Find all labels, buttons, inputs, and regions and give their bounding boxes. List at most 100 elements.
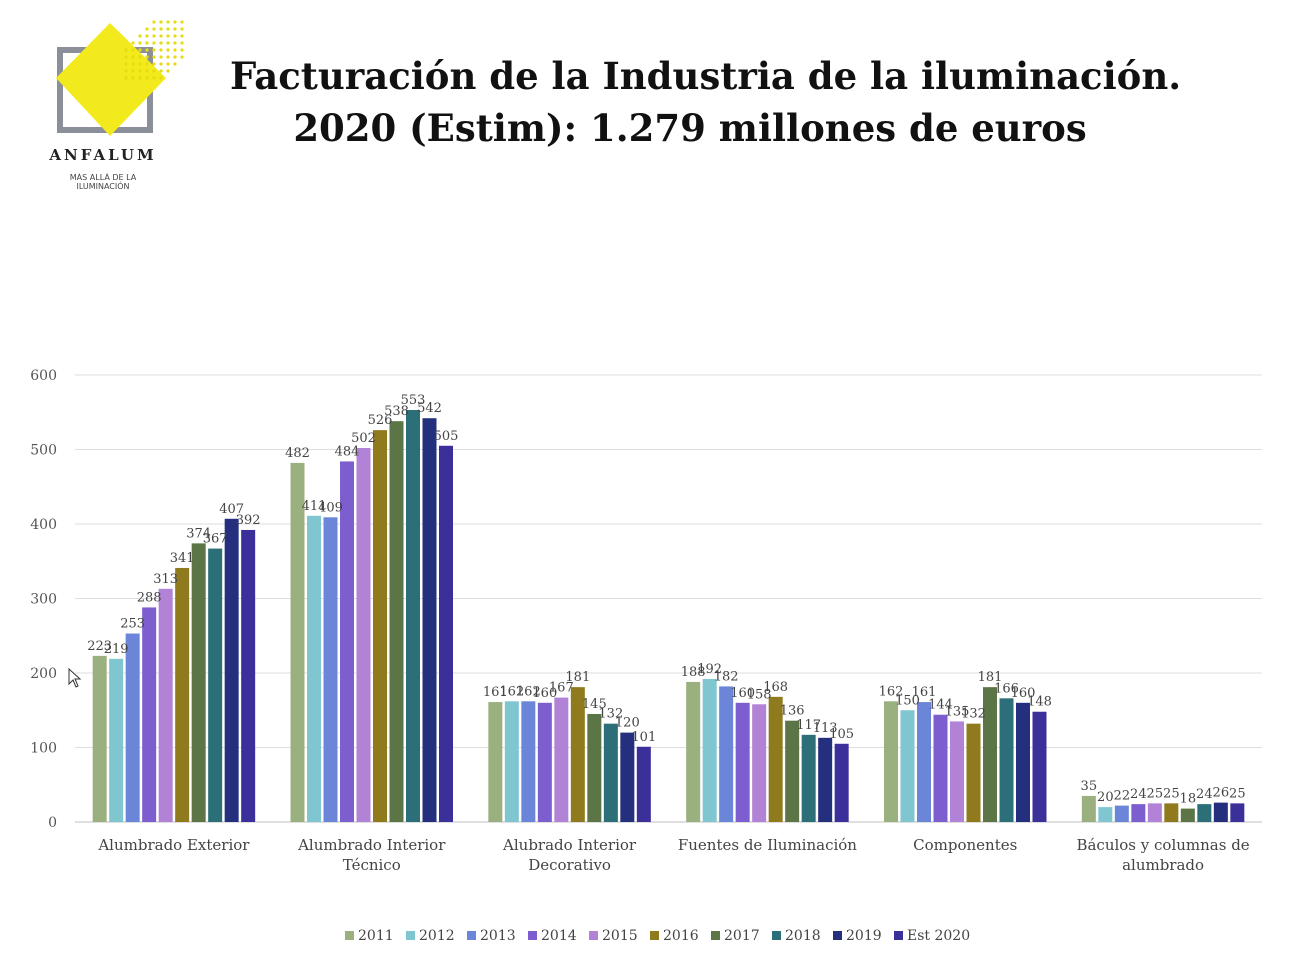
bar — [686, 681, 701, 822]
bar — [1164, 803, 1179, 822]
y-tick-label: 0 — [48, 815, 57, 831]
legend-swatch — [467, 931, 476, 940]
logo-dot — [166, 34, 170, 38]
y-tick-label: 100 — [30, 741, 57, 757]
bar — [1180, 808, 1195, 822]
data-label: 253 — [120, 617, 145, 632]
logo-tagline: MÁS ALLÁ DE LA ILUMINACIÓN — [69, 173, 137, 191]
data-label: 160 — [1011, 686, 1036, 701]
logo-dot — [152, 62, 156, 66]
title-line-1: Facturación de la Industria de la ilumin… — [230, 54, 1182, 98]
data-label: 160 — [730, 686, 755, 701]
logo-dot — [131, 62, 135, 66]
y-tick-label: 300 — [30, 592, 57, 608]
bar — [950, 721, 964, 822]
logo-dot — [180, 41, 184, 45]
logo-dot — [173, 62, 177, 66]
bar — [752, 704, 767, 822]
logo-dot — [180, 48, 184, 52]
data-label: 113 — [813, 721, 838, 736]
data-label: 374 — [186, 526, 211, 541]
bar — [373, 430, 387, 822]
y-axis: 0 100 200 300 400 500 600 — [30, 368, 57, 831]
legend-label: 2016 — [663, 928, 699, 944]
logo-dot — [159, 55, 163, 59]
data-label: 168 — [763, 680, 788, 695]
logo-diamond — [56, 23, 166, 136]
y-tick-label: 400 — [30, 517, 57, 533]
data-label: 101 — [631, 730, 656, 745]
y-tick-label: 500 — [30, 443, 57, 459]
bar — [570, 687, 585, 822]
logo-brand: ANFALUM — [48, 146, 156, 164]
logo-dot — [124, 55, 128, 59]
legend-swatch — [833, 931, 842, 940]
data-label: 502 — [351, 431, 376, 446]
logo-dot — [145, 34, 149, 38]
logo-dot — [145, 55, 149, 59]
bar — [1197, 804, 1212, 822]
bar — [109, 658, 124, 822]
y-tick-label: 600 — [30, 368, 57, 384]
bar — [620, 732, 635, 822]
logo-tagline-wrap: MÁS ALLÁ DE LA ILUMINACIÓN — [69, 173, 137, 191]
bar — [768, 696, 783, 822]
legend-swatch — [589, 931, 598, 940]
data-label: 136 — [780, 704, 805, 719]
data-label: 182 — [714, 669, 739, 684]
legend-swatch — [345, 931, 354, 940]
bar — [224, 518, 239, 822]
logo-dot — [145, 62, 149, 66]
logo-dot — [159, 76, 163, 80]
data-label: 542 — [417, 401, 442, 416]
logo-dot — [173, 41, 177, 45]
x-category-label: alumbrado — [1122, 856, 1204, 874]
legend-label: 2018 — [785, 928, 821, 944]
bar — [158, 588, 173, 822]
logo-dot — [166, 48, 170, 52]
data-label: 18 — [1180, 792, 1197, 807]
data-label: 132 — [961, 707, 986, 722]
bar — [636, 746, 651, 822]
x-category-label: Alumbrado Interior — [297, 836, 446, 854]
data-label: 162 — [499, 684, 524, 699]
bar — [125, 633, 140, 822]
bar — [537, 702, 552, 822]
data-label: 35 — [1081, 779, 1098, 794]
data-label: 117 — [796, 718, 821, 733]
logo-dot — [180, 34, 184, 38]
data-label: 24 — [1196, 787, 1213, 802]
logo-dot — [138, 62, 142, 66]
bar — [587, 713, 602, 822]
logo-dot — [152, 41, 156, 45]
data-label: 25 — [1229, 786, 1246, 801]
bar — [406, 410, 420, 822]
data-label: 553 — [401, 393, 426, 408]
logo-dot — [152, 76, 156, 80]
legend-label: 2017 — [724, 928, 760, 944]
logo-dot — [166, 62, 170, 66]
data-label: 409 — [318, 500, 343, 515]
logo-dot — [124, 48, 128, 52]
bar — [999, 698, 1014, 822]
x-category-label: Alumbrado Exterior — [97, 836, 250, 854]
logo-dot — [124, 76, 128, 80]
data-label: 219 — [104, 642, 129, 657]
legend-swatch — [650, 931, 659, 940]
data-label: 162 — [879, 684, 904, 699]
data-label: 20 — [1097, 790, 1114, 805]
bar — [1230, 803, 1245, 822]
bar — [818, 737, 833, 822]
data-label: 162 — [516, 684, 541, 699]
bar — [340, 461, 354, 822]
logo-dot — [159, 48, 163, 52]
legend-label: 2013 — [480, 928, 516, 944]
data-label: 120 — [615, 716, 640, 731]
x-category-label: Alubrado Interior — [502, 836, 637, 854]
logo-dot — [138, 55, 142, 59]
logo-dot — [159, 69, 163, 73]
bar — [917, 702, 931, 822]
data-label: 341 — [170, 551, 195, 566]
logo-dot — [180, 55, 184, 59]
y-tick-label: 200 — [30, 666, 57, 682]
